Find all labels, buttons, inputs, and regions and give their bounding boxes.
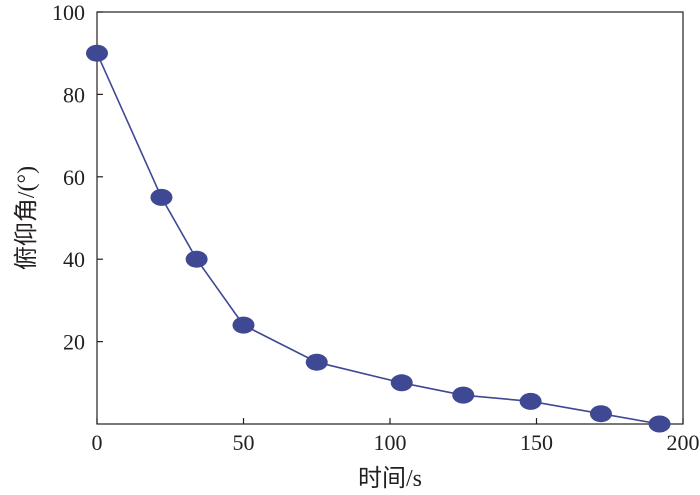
data-point (648, 415, 671, 433)
x-tick-label: 200 (667, 430, 700, 455)
y-tick-label: 100 (52, 0, 85, 25)
x-tick-label: 100 (374, 430, 407, 455)
data-point (589, 405, 612, 423)
data-point (519, 392, 542, 410)
y-tick-label: 80 (63, 82, 85, 107)
x-axis-tick-labels: 0 50 100 150 200 (92, 430, 700, 455)
x-tick-label: 150 (520, 430, 553, 455)
data-point (390, 374, 413, 392)
y-tick-label: 60 (63, 165, 85, 190)
plot-area (96, 11, 684, 425)
y-tick-label: 40 (63, 247, 85, 272)
data-point (232, 316, 255, 334)
x-tick-label: 0 (92, 430, 103, 455)
series-lines (96, 52, 660, 425)
y-axis-title: 俯仰角/(°) (13, 166, 40, 270)
data-point (86, 44, 108, 62)
series-line (96, 52, 660, 425)
data-point (150, 188, 173, 206)
x-axis-title: 时间/s (358, 465, 422, 492)
x-axis-ticks (96, 418, 684, 424)
data-point (185, 250, 208, 268)
y-axis-ticks (97, 11, 103, 343)
data-point (305, 353, 328, 371)
y-axis-tick-labels: 20 40 60 80 100 (52, 0, 85, 355)
y-tick-label: 20 (63, 330, 85, 355)
x-tick-label: 50 (233, 430, 255, 455)
data-point (452, 386, 475, 404)
series-points (86, 44, 671, 433)
